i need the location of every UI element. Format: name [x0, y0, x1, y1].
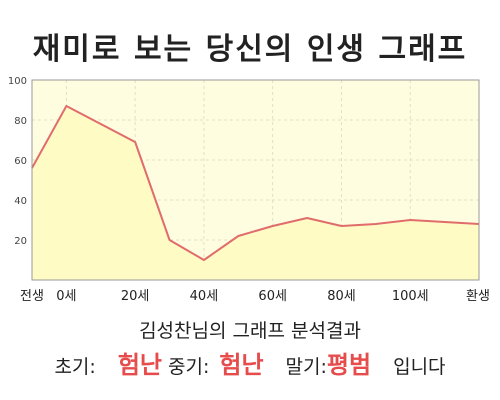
- page-title: 재미로 보는 당신의 인생 그래프: [32, 32, 468, 67]
- y-tick-label: 100: [8, 76, 27, 87]
- x-tick-label: 0세: [56, 289, 76, 304]
- plot-border: [31, 79, 480, 281]
- y-tick-label: 20: [14, 236, 27, 247]
- y-tick-label: 60: [14, 156, 27, 167]
- x-tick-label: 80세: [327, 289, 356, 304]
- middle-value: 험난: [219, 351, 264, 379]
- early-value: 험난: [117, 351, 162, 379]
- early-label: 초기:: [54, 356, 96, 378]
- x-tick-label: 환생: [466, 289, 490, 304]
- x-tick-label: 60세: [258, 289, 287, 304]
- analysis-result: 초기: 험난 중기: 험난 말기:평범 입니다: [0, 350, 500, 382]
- analysis-heading: 김성찬님의 그래프 분석결과: [139, 320, 361, 342]
- x-tick-label: 전생: [20, 289, 44, 304]
- area-fill: [32, 106, 479, 280]
- x-tick-label: 20세: [121, 289, 150, 304]
- middle-label: 중기:: [168, 356, 210, 378]
- result-suffix: 입니다: [393, 356, 446, 378]
- x-tick-label: 100세: [392, 289, 429, 304]
- late-label: 말기:: [285, 356, 327, 378]
- x-tick-label: 40세: [190, 289, 219, 304]
- y-tick-label: 80: [14, 116, 27, 127]
- life-graph-chart: 20 40 60 80 100 전생 0세 20세 40세 60세 80세 100세 환생: [8, 76, 490, 304]
- late-value: 평범: [326, 351, 372, 379]
- y-tick-label: 40: [14, 196, 27, 207]
- series-line: [31, 105, 480, 261]
